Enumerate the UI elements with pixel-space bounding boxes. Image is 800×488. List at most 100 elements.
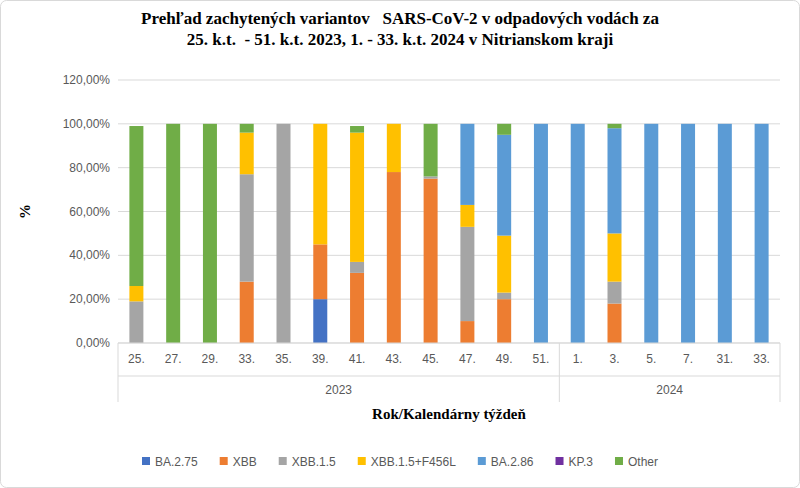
bar-segment [387, 172, 401, 343]
legend-swatch [220, 457, 228, 465]
group-divider [780, 343, 781, 402]
x-tick-label: 39. [312, 352, 329, 366]
legend-label: BA.2.86 [491, 455, 534, 469]
grid-line [118, 343, 780, 344]
legend-label: XBB.1.5 [292, 455, 336, 469]
bar-segment [681, 123, 695, 124]
x-tick-label: 49. [496, 352, 513, 366]
bar-segment [424, 176, 438, 178]
x-tick-label: 29. [202, 352, 219, 366]
bar-segment [608, 282, 622, 304]
bar-segment [608, 233, 622, 281]
bar-segment [350, 126, 364, 133]
x-tick-label: 41. [349, 352, 366, 366]
x-tick-label: 35. [275, 352, 292, 366]
x-tick-label: 31. [716, 352, 733, 366]
x-axis-label: Rok/Kalendárny týždeň [372, 406, 526, 422]
x-tick-label: 25. [128, 352, 145, 366]
bar-segment [166, 124, 180, 343]
x-tick-label: 33. [238, 352, 255, 366]
bar-segment [497, 135, 511, 236]
legend-item: BA.2.75 [142, 455, 198, 469]
bar-segment [387, 123, 401, 124]
title-line: Prehľad zachytených variantov SARS-CoV-2… [141, 9, 659, 28]
legend-label: BA.2.75 [155, 455, 198, 469]
x-tick-label: 1. [573, 352, 583, 366]
bar-segment [497, 293, 511, 300]
x-group-label: 2023 [325, 383, 352, 397]
bar-segment [608, 124, 622, 128]
grid-line [118, 211, 780, 212]
y-tick-label: 100,00% [63, 117, 111, 131]
bar-segment [387, 123, 401, 124]
legend-swatch [358, 457, 366, 465]
x-tick-label: 7. [683, 352, 693, 366]
legend-swatch [142, 457, 150, 465]
x-axis-line [118, 343, 780, 344]
chart: Prehľad zachytených variantov SARS-CoV-2… [0, 0, 800, 488]
bar-segment [424, 124, 438, 177]
legend-item: XBB.1.5+F456L [358, 455, 456, 469]
bar-segment [644, 124, 658, 343]
bar-segment [718, 123, 732, 124]
bar-segment [424, 179, 438, 343]
bar-segment [277, 123, 291, 124]
bar-segment [718, 124, 732, 343]
y-tick-label: 60,00% [69, 205, 110, 219]
y-tick-label: 80,00% [69, 161, 110, 175]
bar-segment [277, 123, 291, 124]
bar-segment [534, 123, 548, 124]
x-tick-label: 3. [609, 352, 619, 366]
legend-label: XBB [233, 455, 257, 469]
y-axis-label: % [17, 204, 33, 219]
bar-segment [608, 304, 622, 343]
bar-segment [497, 124, 511, 135]
legend-swatch [279, 457, 287, 465]
bar-segment [460, 227, 474, 321]
bars [129, 124, 768, 343]
x-tick-label: 5. [646, 352, 656, 366]
bar-segment [387, 124, 401, 172]
bar-segment [313, 124, 327, 245]
legend-label: KP.3 [569, 455, 594, 469]
bar-segment [644, 123, 658, 124]
bar-segment [460, 321, 474, 343]
bar-segment [277, 123, 291, 124]
bar-segment [755, 123, 769, 124]
x-tick-label: 43. [385, 352, 402, 366]
bar-segment [608, 128, 622, 233]
bar-segment [350, 262, 364, 273]
x-tick-label: 33. [753, 352, 770, 366]
bar-segment [240, 282, 254, 343]
x-tick-label: 51. [533, 352, 550, 366]
bar-segment [277, 123, 291, 124]
y-tick-label: 40,00% [69, 248, 110, 262]
y-tick-label: 120,00% [63, 73, 111, 87]
x-tick-label: 47. [459, 352, 476, 366]
bar-segment [571, 124, 585, 343]
legend-swatch [615, 457, 623, 465]
legend-item: KP.3 [556, 455, 594, 469]
x-tick-label: 45. [422, 352, 439, 366]
bar-segment [755, 123, 769, 124]
chart-frame [1, 1, 800, 488]
grid-line [118, 123, 780, 124]
bar-segment [681, 124, 695, 343]
bar-segment [497, 299, 511, 343]
bar-segment [313, 123, 327, 124]
legend-label: Other [628, 455, 658, 469]
bar-segment [313, 123, 327, 124]
bar-segment [571, 123, 585, 124]
y-tick-label: 20,00% [69, 292, 110, 306]
x-group-label: 2024 [656, 383, 683, 397]
bar-segment [240, 174, 254, 281]
bar-segment [534, 124, 548, 343]
grid-line [118, 299, 780, 300]
legend-swatch [556, 457, 564, 465]
bar-segment [277, 124, 291, 343]
bar-segment [460, 205, 474, 227]
legend-item: Other [615, 455, 658, 469]
bar-segment [350, 273, 364, 343]
bar-segment [534, 123, 548, 124]
bar-segment [460, 123, 474, 124]
